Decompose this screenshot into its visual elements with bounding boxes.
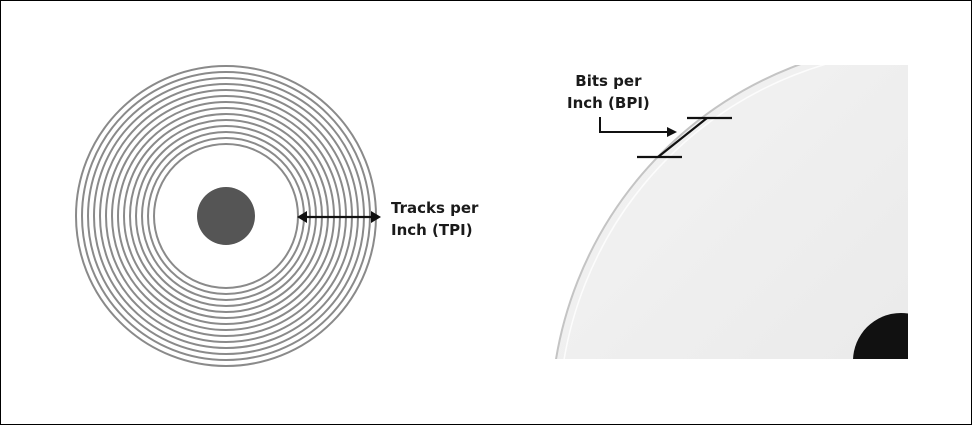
bpi-label-line2: Inch (BPI) (567, 94, 650, 112)
platter-closeup (551, 65, 908, 359)
bpi-pointer-arrow (599, 117, 677, 137)
tpi-label: Tracks per Inch (TPI) (391, 197, 478, 241)
disk-hub (197, 187, 255, 245)
bpi-label-line1: Bits per (575, 72, 642, 90)
tpi-label-line2: Inch (TPI) (391, 221, 473, 239)
track-ring (153, 143, 299, 289)
tpi-label-line1: Tracks per (391, 199, 479, 217)
bpi-marker (637, 116, 732, 159)
bpi-label: Bits per Inch (BPI) (567, 70, 650, 114)
spindle-hole (853, 313, 908, 359)
tpi-arrow (297, 211, 381, 223)
